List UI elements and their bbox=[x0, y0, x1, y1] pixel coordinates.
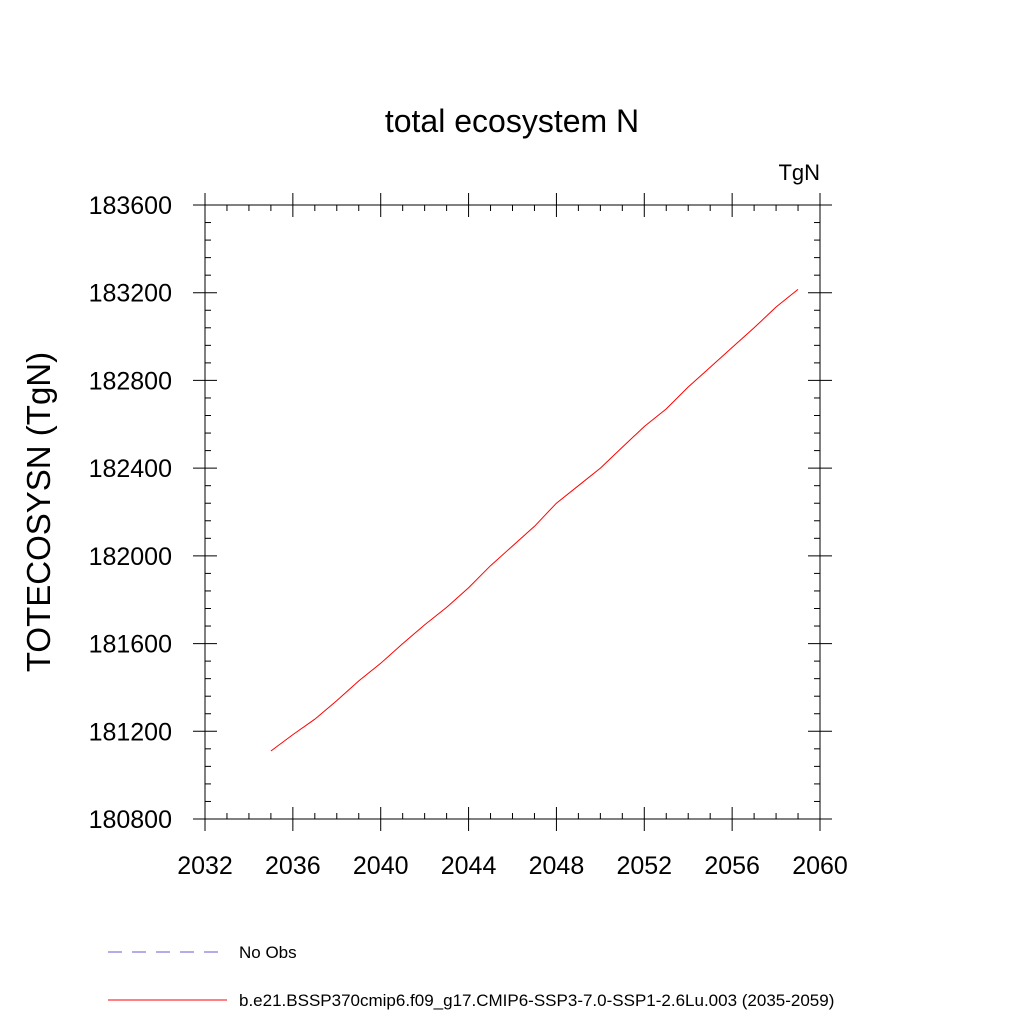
x-tick-label: 2060 bbox=[792, 852, 848, 880]
units-label: TgN bbox=[778, 160, 820, 185]
legend-label: No Obs bbox=[239, 943, 297, 962]
legend: No Obs b.e21.BSSP370cmip6.f09_g17.CMIP6-S… bbox=[108, 943, 834, 1010]
x-tick-label: 2036 bbox=[265, 852, 321, 880]
axis-ticks bbox=[193, 193, 832, 831]
x-tick-label: 2052 bbox=[616, 852, 672, 880]
tick-labels: 2032 2036 2040 2044 2048 2052 2056 2060 180800 18… bbox=[89, 192, 848, 880]
series-line-1 bbox=[270, 289, 799, 752]
y-tick-label: 181600 bbox=[89, 631, 172, 659]
x-tick-label: 2040 bbox=[353, 852, 409, 880]
y-tick-label: 180800 bbox=[89, 806, 172, 834]
x-tick-label: 2056 bbox=[704, 852, 760, 880]
series-lines bbox=[270, 289, 799, 752]
legend-label: b.e21.BSSP370cmip6.f09_g17.CMIP6-SSP3-7.… bbox=[239, 991, 834, 1010]
y-tick-label: 183600 bbox=[89, 192, 172, 220]
y-tick-label: 182000 bbox=[89, 543, 172, 571]
plot-frame bbox=[204, 204, 821, 820]
x-tick-label: 2032 bbox=[177, 852, 233, 880]
y-axis-label: TOTECOSYSN (TgN) bbox=[20, 352, 57, 672]
y-tick-label: 181200 bbox=[89, 718, 172, 746]
y-tick-label: 183200 bbox=[89, 280, 172, 308]
y-tick-label: 182800 bbox=[89, 367, 172, 395]
x-tick-label: 2048 bbox=[529, 852, 585, 880]
chart-title: total ecosystem N bbox=[385, 103, 639, 139]
y-tick-label: 182400 bbox=[89, 455, 172, 483]
x-tick-label: 2044 bbox=[441, 852, 497, 880]
